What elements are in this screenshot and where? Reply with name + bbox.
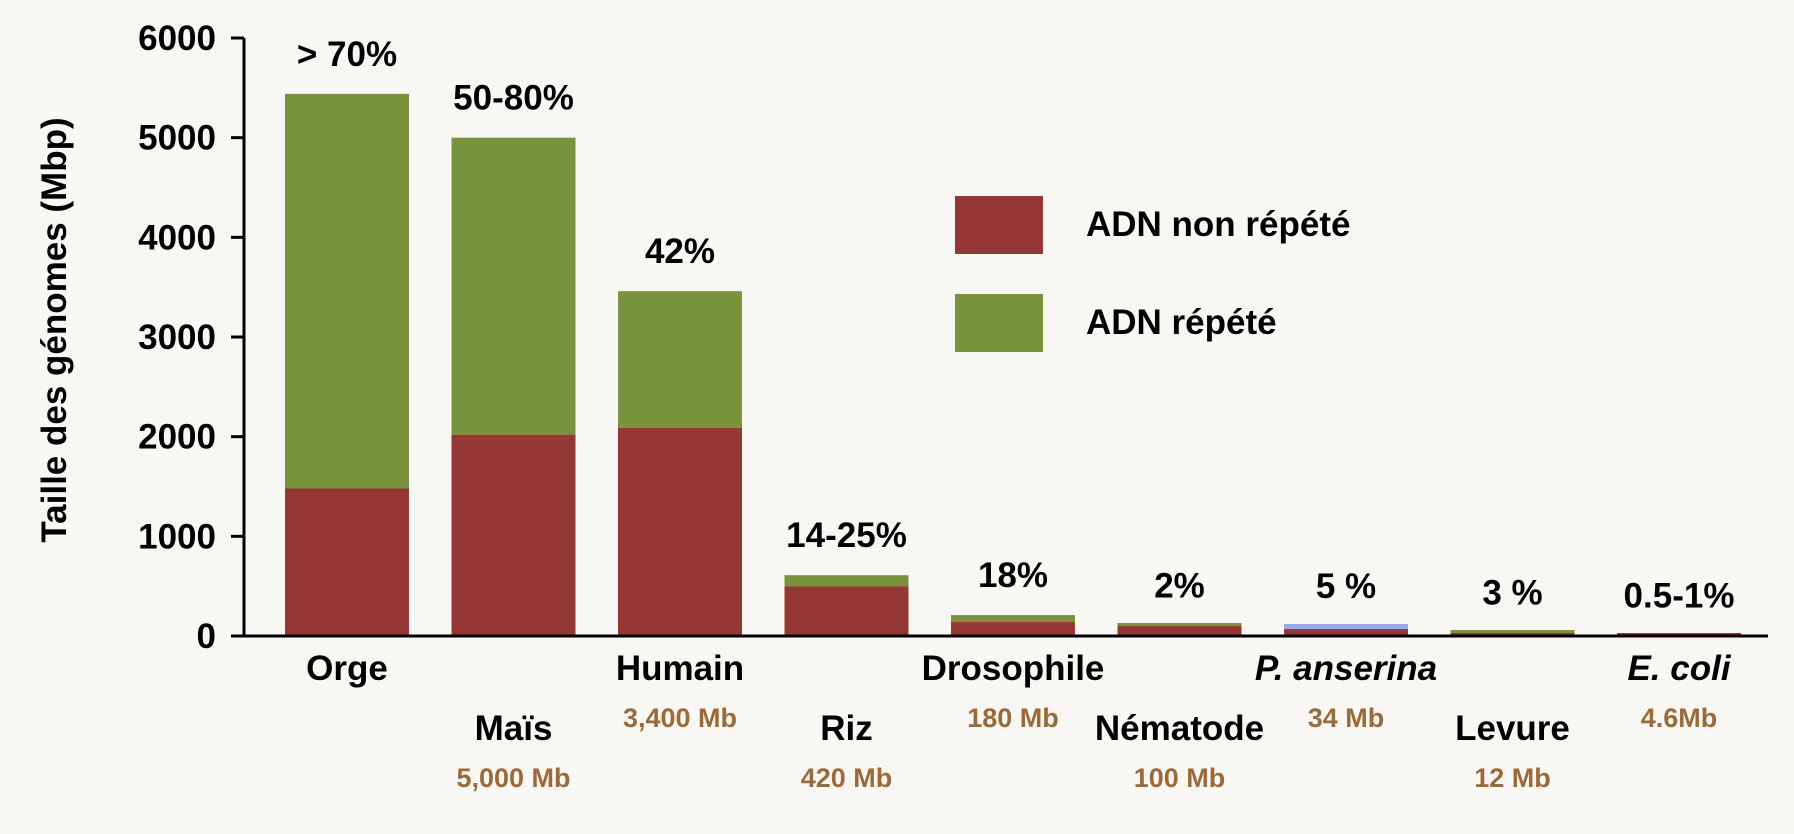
y-tick-label: 5000 bbox=[138, 119, 216, 158]
legend-swatch-non-repeated bbox=[955, 196, 1043, 254]
y-tick-label: 3000 bbox=[138, 318, 216, 357]
percent-label: 18% bbox=[978, 556, 1048, 595]
y-tick-label: 1000 bbox=[138, 517, 216, 556]
y-tick-label: 6000 bbox=[138, 19, 216, 58]
percent-label: > 70% bbox=[297, 35, 397, 74]
category-label: Humain bbox=[616, 649, 744, 688]
bar-repeated bbox=[1450, 630, 1575, 634]
labels-layer: > 70% Orge 50-80% Maïs 5,000 Mb 42% Humain 3,40… bbox=[297, 35, 1735, 793]
percent-label: 0.5-1% bbox=[1624, 577, 1735, 616]
bar-repeated bbox=[951, 615, 1075, 623]
bar-non-repeated bbox=[618, 427, 742, 636]
genome-size-label: 4.6Mb bbox=[1641, 703, 1718, 733]
legend: ADN non répété ADN répété bbox=[955, 196, 1350, 352]
bar-non-repeated bbox=[1117, 626, 1242, 636]
bar-repeated bbox=[784, 575, 909, 587]
category-label: Nématode bbox=[1095, 709, 1264, 748]
axes-layer: 0 1000 2000 3000 4000 5000 6000 bbox=[138, 19, 1768, 656]
percent-label: 5 % bbox=[1316, 567, 1376, 606]
category-label: E. coli bbox=[1627, 649, 1731, 688]
bar-repeated bbox=[285, 93, 409, 489]
category-label: P. anserina bbox=[1255, 649, 1437, 688]
genome-size-label: 420 Mb bbox=[801, 763, 893, 793]
genome-size-label: 5,000 Mb bbox=[456, 763, 570, 793]
category-label: Levure bbox=[1455, 709, 1570, 748]
y-tick-label: 4000 bbox=[138, 218, 216, 257]
genome-size-label: 100 Mb bbox=[1134, 763, 1226, 793]
percent-label: 14-25% bbox=[786, 516, 907, 555]
y-tick-label: 2000 bbox=[138, 418, 216, 457]
percent-label: 3 % bbox=[1482, 574, 1542, 613]
bars-layer bbox=[285, 93, 1741, 636]
bar-non-repeated bbox=[784, 586, 909, 636]
bar-repeated bbox=[451, 137, 576, 435]
percent-label: 50-80% bbox=[453, 79, 574, 118]
category-label: Drosophile bbox=[922, 649, 1105, 688]
genome-size-label: 180 Mb bbox=[967, 703, 1059, 733]
bar-non-repeated bbox=[451, 434, 576, 636]
category-label: Orge bbox=[306, 649, 388, 688]
category-label: Maïs bbox=[475, 709, 553, 748]
percent-label: 42% bbox=[645, 232, 715, 271]
y-tick-label: 0 bbox=[197, 617, 216, 656]
genome-size-label: 34 Mb bbox=[1308, 703, 1385, 733]
bar-repeated bbox=[618, 291, 742, 428]
bar-non-repeated bbox=[1284, 629, 1408, 636]
genome-size-label: 12 Mb bbox=[1474, 763, 1551, 793]
category-label: Riz bbox=[820, 709, 873, 748]
genome-size-label: 3,400 Mb bbox=[623, 703, 737, 733]
bar-non-repeated bbox=[285, 488, 409, 636]
percent-label: 2% bbox=[1154, 567, 1205, 606]
bar-repeated bbox=[1117, 623, 1242, 627]
bar-non-repeated bbox=[951, 622, 1075, 636]
bar-highlight bbox=[1284, 624, 1408, 630]
legend-label: ADN non répété bbox=[1086, 205, 1350, 244]
legend-label: ADN répété bbox=[1086, 303, 1277, 342]
legend-swatch-repeated bbox=[955, 294, 1043, 352]
y-axis-label: Taille des génomes (Mbp) bbox=[35, 117, 74, 542]
